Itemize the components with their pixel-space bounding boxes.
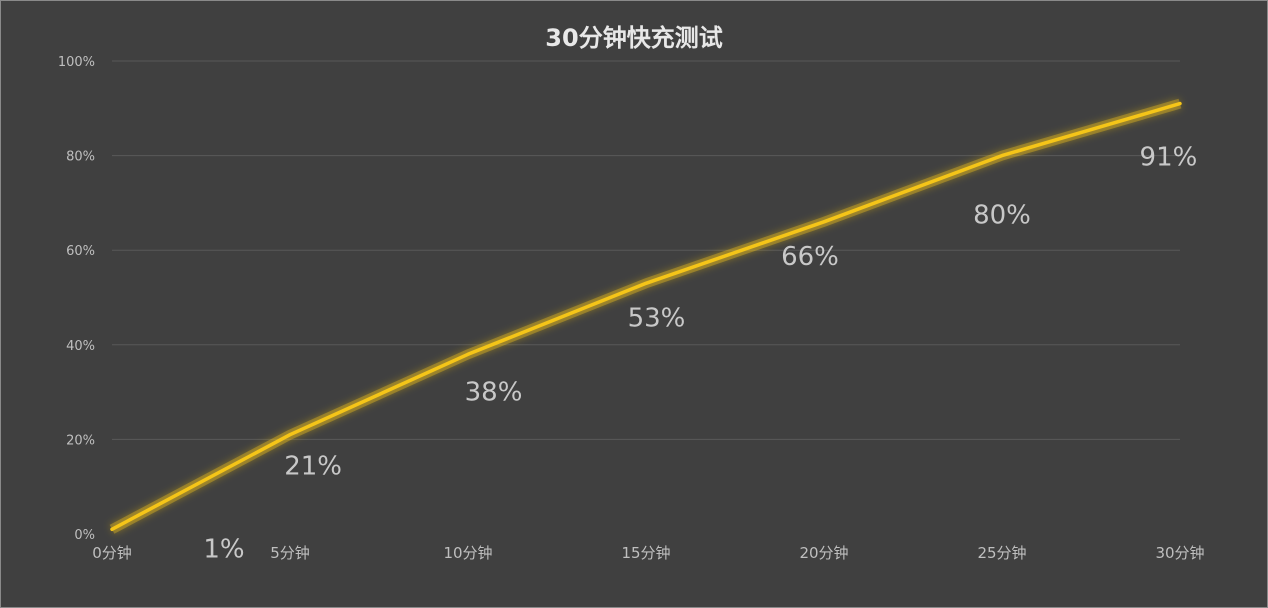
y-tick-label: 60% <box>66 244 95 259</box>
y-tick-label: 20% <box>66 433 95 448</box>
x-tick-label: 0分钟 <box>92 544 132 562</box>
x-tick-label: 20分钟 <box>799 544 848 562</box>
y-tick-label: 80% <box>66 150 95 165</box>
y-tick-label: 100% <box>58 55 95 70</box>
series-line <box>110 101 1182 532</box>
data-labels: 1% 21% 38% 53% 66% 80% 91% <box>203 143 1197 565</box>
data-label: 66% <box>781 242 839 272</box>
y-tick-label: 40% <box>66 339 95 354</box>
y-axis: 0% 20% 40% 60% 80% 100% <box>58 55 95 543</box>
x-tick-label: 5分钟 <box>270 544 310 562</box>
x-tick-label: 15分钟 <box>621 544 670 562</box>
x-tick-label: 25分钟 <box>977 544 1026 562</box>
x-tick-label: 10分钟 <box>443 544 492 562</box>
data-label: 91% <box>1140 143 1198 173</box>
x-axis: 0分钟 5分钟 10分钟 15分钟 20分钟 25分钟 30分钟 <box>92 544 1204 562</box>
gridlines <box>112 60 1180 440</box>
data-label: 53% <box>628 303 686 333</box>
chart-title: 30分钟快充测试 <box>545 24 723 52</box>
data-label: 38% <box>465 377 523 407</box>
x-tick-label: 30分钟 <box>1155 544 1204 562</box>
data-label: 1% <box>203 534 244 564</box>
data-label: 21% <box>284 452 342 482</box>
y-tick-label: 0% <box>74 528 95 543</box>
data-label: 80% <box>973 201 1031 231</box>
